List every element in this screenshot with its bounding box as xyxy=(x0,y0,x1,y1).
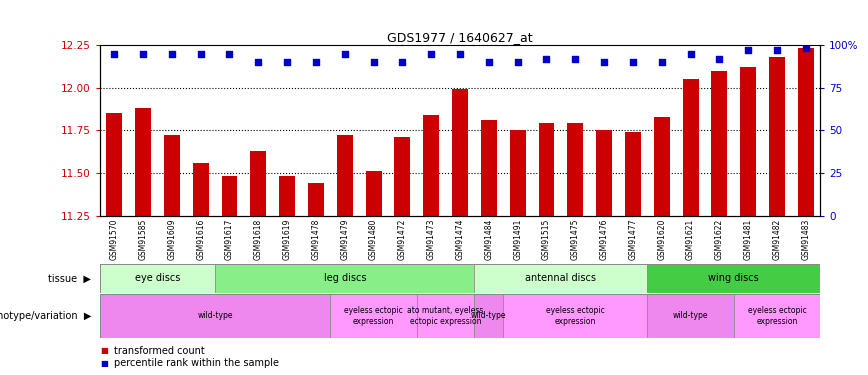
Bar xyxy=(417,294,475,338)
Point xyxy=(165,51,179,57)
Point xyxy=(424,51,438,57)
Text: genotype/variation  ▶: genotype/variation ▶ xyxy=(0,311,91,321)
Point xyxy=(482,59,496,65)
Point xyxy=(366,59,380,65)
Text: eyeless ectopic
expression: eyeless ectopic expression xyxy=(546,306,605,326)
Point xyxy=(136,51,150,57)
Bar xyxy=(503,294,648,338)
Point xyxy=(654,59,668,65)
Bar xyxy=(100,294,331,338)
Bar xyxy=(475,294,503,338)
Point xyxy=(626,59,640,65)
Point xyxy=(194,51,207,57)
Point xyxy=(453,51,467,57)
Bar xyxy=(510,130,526,216)
Bar xyxy=(740,67,756,216)
Point xyxy=(597,59,611,65)
Bar xyxy=(596,130,612,216)
Bar xyxy=(538,123,555,216)
Point xyxy=(222,51,236,57)
Text: wing discs: wing discs xyxy=(708,273,760,284)
Point xyxy=(540,56,554,62)
Point xyxy=(510,59,524,65)
Text: wild-type: wild-type xyxy=(197,311,233,320)
Point xyxy=(396,59,410,65)
Bar xyxy=(733,294,820,338)
Bar xyxy=(365,171,382,216)
Bar xyxy=(648,264,820,292)
Text: percentile rank within the sample: percentile rank within the sample xyxy=(114,358,279,368)
Text: antennal discs: antennal discs xyxy=(525,273,596,284)
Point xyxy=(309,59,323,65)
Title: GDS1977 / 1640627_at: GDS1977 / 1640627_at xyxy=(387,31,533,44)
Point xyxy=(713,56,727,62)
Point xyxy=(799,45,812,51)
Bar xyxy=(100,264,215,292)
Bar xyxy=(337,135,352,216)
Bar xyxy=(331,294,417,338)
Bar xyxy=(712,70,727,216)
Text: transformed count: transformed count xyxy=(114,345,205,355)
Bar xyxy=(250,151,266,216)
Point xyxy=(741,47,755,53)
Text: eyeless ectopic
expression: eyeless ectopic expression xyxy=(345,306,403,326)
Point xyxy=(684,51,698,57)
Bar xyxy=(798,48,814,216)
Point xyxy=(280,59,294,65)
Bar xyxy=(648,294,733,338)
Bar xyxy=(308,183,324,216)
Text: ■: ■ xyxy=(100,346,108,355)
Bar xyxy=(221,176,238,216)
Bar xyxy=(279,176,295,216)
Text: eye discs: eye discs xyxy=(135,273,181,284)
Bar xyxy=(164,135,180,216)
Bar xyxy=(475,264,648,292)
Bar xyxy=(452,89,468,216)
Bar xyxy=(625,132,641,216)
Text: eyeless ectopic
expression: eyeless ectopic expression xyxy=(747,306,806,326)
Bar xyxy=(481,120,496,216)
Bar xyxy=(215,264,475,292)
Point xyxy=(569,56,582,62)
Bar xyxy=(424,115,439,216)
Bar xyxy=(654,117,670,216)
Point xyxy=(338,51,352,57)
Bar xyxy=(106,113,122,216)
Bar xyxy=(769,57,785,216)
Point xyxy=(108,51,122,57)
Bar xyxy=(135,108,151,216)
Bar xyxy=(682,79,699,216)
Bar xyxy=(193,163,208,216)
Text: wild-type: wild-type xyxy=(471,311,507,320)
Text: tissue  ▶: tissue ▶ xyxy=(49,273,91,284)
Point xyxy=(252,59,266,65)
Point xyxy=(770,47,784,53)
Text: ato mutant, eyeless
ectopic expression: ato mutant, eyeless ectopic expression xyxy=(407,306,483,326)
Bar xyxy=(394,137,411,216)
Text: wild-type: wild-type xyxy=(673,311,708,320)
Text: leg discs: leg discs xyxy=(324,273,366,284)
Bar xyxy=(568,123,583,216)
Text: ■: ■ xyxy=(100,359,108,368)
